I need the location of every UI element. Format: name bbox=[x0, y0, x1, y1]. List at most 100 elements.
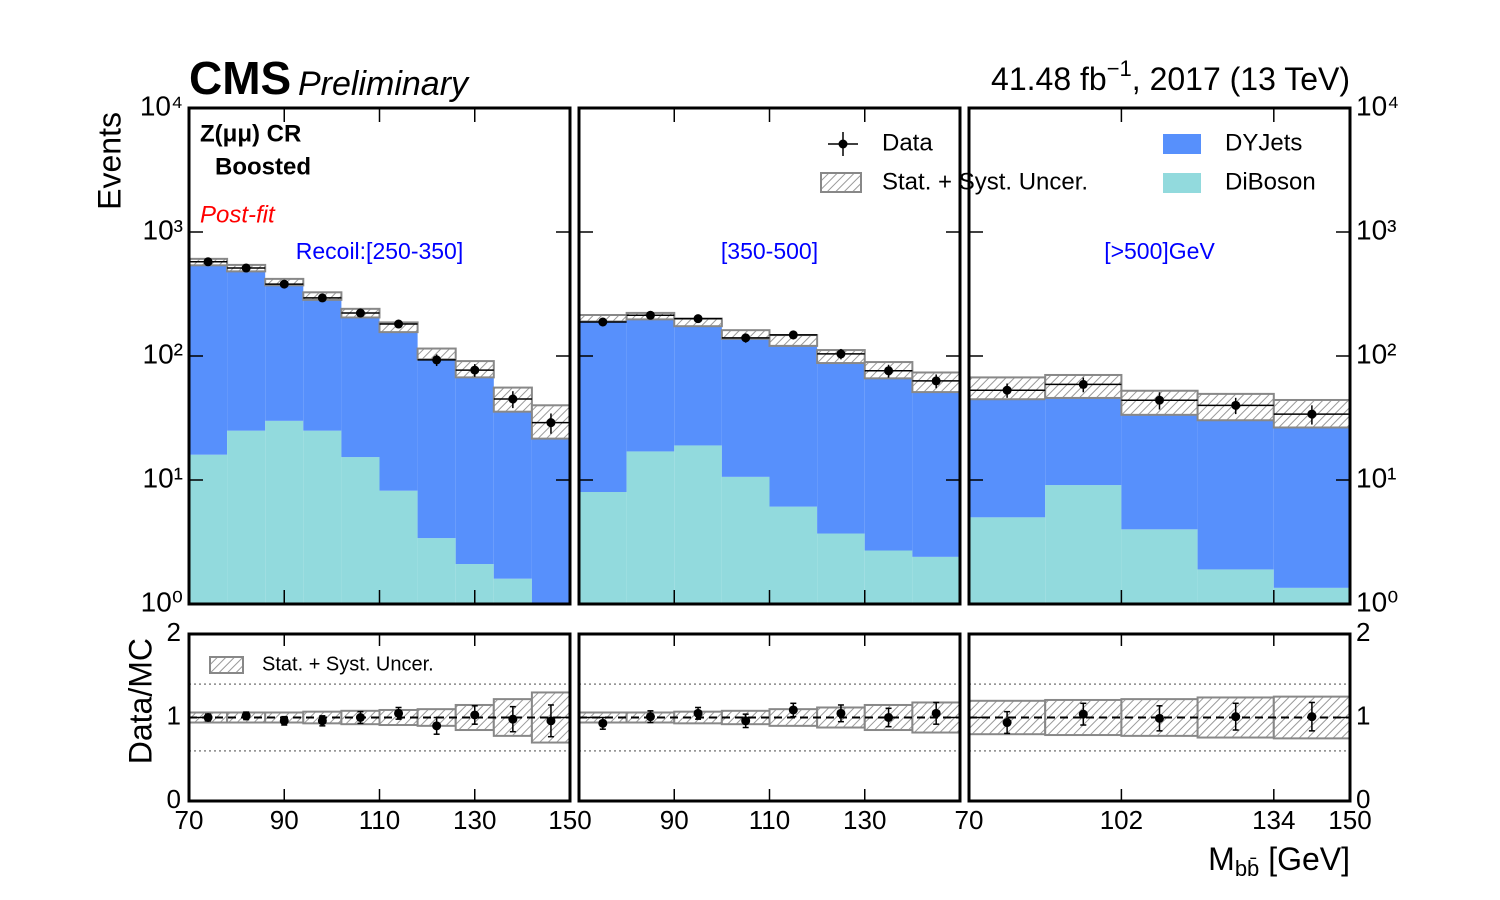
stack-bar bbox=[303, 430, 342, 604]
stack-bar bbox=[674, 445, 722, 604]
legend-marker bbox=[209, 656, 244, 674]
ratio-point bbox=[279, 716, 289, 726]
pad-frame bbox=[187, 106, 572, 606]
stack-bar bbox=[1197, 405, 1274, 570]
stack-bar bbox=[1045, 485, 1122, 604]
stack-bar bbox=[769, 506, 818, 604]
ratio-point bbox=[241, 711, 251, 721]
x-tick-label: 150 bbox=[1328, 805, 1371, 835]
stack-bar bbox=[189, 261, 228, 455]
x-tick-label: 110 bbox=[749, 805, 790, 835]
ratio-point bbox=[508, 714, 518, 724]
ratio-point bbox=[1155, 713, 1164, 723]
stack-bar bbox=[341, 457, 380, 604]
stack-bar bbox=[379, 327, 418, 491]
stack-bar bbox=[1197, 569, 1274, 604]
y-tick-label: 10⁰ bbox=[1356, 586, 1398, 617]
x-tick-label: 90 bbox=[270, 805, 299, 835]
ratio-point bbox=[355, 713, 365, 722]
stack-bar bbox=[493, 578, 532, 604]
ratio-point bbox=[788, 705, 798, 715]
pad-frame bbox=[967, 106, 1352, 606]
panel-label: [>500]GeV bbox=[1104, 238, 1215, 264]
ratio-tick-label: 2 bbox=[1356, 617, 1370, 647]
stack-bar bbox=[579, 492, 627, 604]
legend-marker bbox=[838, 139, 848, 149]
stack-bar bbox=[817, 356, 865, 534]
y-tick-label: 10⁴ bbox=[140, 90, 183, 121]
ratio-tick-label: 2 bbox=[167, 617, 181, 647]
stack-bar bbox=[1121, 401, 1198, 530]
data-point bbox=[241, 263, 251, 273]
x-tick-label: 70 bbox=[175, 805, 204, 835]
data-point bbox=[279, 279, 289, 289]
stack-bar bbox=[864, 550, 913, 604]
ratio-tick-label: 0 bbox=[167, 784, 181, 814]
stack-bar bbox=[379, 490, 418, 604]
data-point bbox=[317, 293, 327, 303]
legend-marker bbox=[820, 172, 862, 193]
data-point bbox=[1155, 395, 1164, 405]
stack-bar bbox=[227, 268, 266, 431]
stack-bar bbox=[721, 476, 770, 604]
ratio-axis-title: Data/MC bbox=[122, 638, 158, 764]
x-tick-label: 130 bbox=[453, 805, 496, 835]
ratio-point bbox=[1231, 712, 1241, 722]
stack-bar bbox=[455, 368, 494, 565]
fit-label: Post-fit bbox=[200, 201, 276, 228]
ratio-point bbox=[432, 721, 442, 731]
y-tick-label: 10¹ bbox=[143, 462, 183, 493]
stack-bar bbox=[341, 312, 380, 458]
legend-marker bbox=[1163, 173, 1201, 193]
ratio-point bbox=[693, 708, 703, 718]
x-tick-label: 90 bbox=[660, 805, 689, 835]
x-tick-label: 110 bbox=[359, 805, 400, 835]
y-axis-title: Events bbox=[91, 112, 127, 210]
unc-box bbox=[1120, 389, 1199, 416]
stack-bar bbox=[969, 517, 1046, 604]
ratio-point bbox=[546, 716, 556, 726]
ratio-tick-label: 0 bbox=[1356, 784, 1370, 814]
stack-bar bbox=[1121, 529, 1198, 604]
data-point bbox=[931, 376, 941, 386]
ratio-point bbox=[741, 716, 751, 726]
pad-frame bbox=[577, 106, 962, 606]
lumi: 41.48 fb−1, 2017 (13 TeV) bbox=[991, 56, 1350, 98]
ratio-point bbox=[1002, 718, 1012, 728]
legend-marker bbox=[1163, 134, 1201, 154]
data-point bbox=[546, 418, 556, 428]
data-point bbox=[508, 394, 518, 404]
panel-label: [350-500] bbox=[721, 238, 818, 264]
legend-label: Stat. + Syst. Uncer. bbox=[882, 168, 1088, 195]
stack-bar bbox=[531, 419, 570, 604]
stack-bar bbox=[626, 316, 675, 452]
stack-bar bbox=[417, 538, 456, 604]
stack-bar bbox=[912, 381, 960, 557]
data-point bbox=[788, 330, 798, 340]
data-point bbox=[1002, 385, 1012, 395]
stack-bar bbox=[912, 556, 960, 604]
lumi-text: 41.48 fb bbox=[991, 61, 1107, 97]
data-point bbox=[470, 365, 480, 375]
panel-label: Recoil:[250-350] bbox=[296, 238, 464, 264]
stack-bar bbox=[579, 318, 627, 493]
x-axis-title: Mbb̄ [GeV] bbox=[1208, 841, 1350, 880]
ratio-point bbox=[884, 713, 894, 722]
annotation: Z(μμ) CR bbox=[200, 120, 301, 147]
stack-bar bbox=[265, 282, 304, 421]
ratio-point bbox=[836, 708, 846, 718]
legend-label: DiBoson bbox=[1225, 168, 1316, 195]
x-tick-label: 130 bbox=[843, 805, 886, 835]
lumi-exp: −1 bbox=[1107, 56, 1132, 81]
status: Preliminary bbox=[298, 65, 470, 103]
data-point bbox=[693, 314, 703, 324]
data-point bbox=[741, 333, 751, 343]
stack-bar bbox=[1273, 411, 1350, 588]
ratio-point bbox=[931, 708, 941, 718]
data-point bbox=[432, 355, 442, 365]
data-point bbox=[394, 319, 404, 329]
annotation: Boosted bbox=[215, 153, 311, 180]
ratio-frame bbox=[577, 632, 962, 803]
stack-bar bbox=[1273, 587, 1350, 604]
